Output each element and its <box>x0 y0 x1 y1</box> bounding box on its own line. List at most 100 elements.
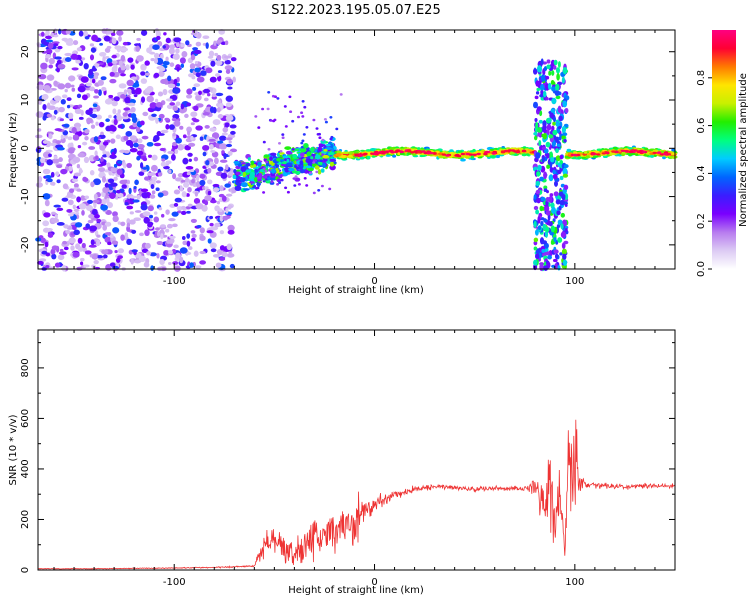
spectrogram-cell <box>61 265 67 272</box>
spectrogram-cell <box>61 197 69 202</box>
spectrogram-cell <box>48 64 54 69</box>
spectrogram-cell <box>302 165 307 170</box>
spectrogram-cell <box>572 156 577 160</box>
spectrogram-cell <box>78 167 83 175</box>
spectrogram-cell <box>564 228 568 232</box>
spectrogram-cell <box>130 76 138 80</box>
y-tick-label: 600 <box>20 409 31 428</box>
spectrogram-cell <box>90 113 98 119</box>
spectrogram-cell <box>328 152 332 156</box>
spectrogram-cell <box>123 135 129 141</box>
spectrogram-cell <box>83 156 90 164</box>
spectrogram-cell <box>627 147 633 150</box>
spectrogram-cell <box>135 126 141 133</box>
spectrogram-cell <box>225 207 229 214</box>
spectrogram-cell <box>118 60 123 67</box>
spectrogram-cell <box>385 154 391 157</box>
spectrogram-cell <box>329 116 333 119</box>
spectrogram-cell <box>284 125 288 128</box>
spectrogram-cell <box>572 153 577 157</box>
spectrogram-cell <box>219 230 225 235</box>
spectrogram-cell <box>555 95 561 100</box>
spectrogram-cell <box>112 215 119 223</box>
spectrogram-cell <box>147 205 154 212</box>
spectrogram-cell <box>489 155 494 158</box>
spectrogram-cell <box>469 150 475 153</box>
snr-frame <box>37 329 676 571</box>
spectrogram-cell <box>190 111 198 117</box>
spectrogram-cell <box>124 96 131 104</box>
spectrogram-cell <box>137 138 143 144</box>
spectrogram-cell <box>539 205 544 212</box>
spectrogram-cell <box>93 193 98 200</box>
spectrogram-cell <box>546 124 552 131</box>
spectrogram-cell <box>186 233 191 239</box>
spectrogram-cell <box>195 125 203 131</box>
spectrogram-cell <box>50 116 55 121</box>
spectrogram-cell <box>298 164 302 167</box>
spectrogram-cell <box>102 56 106 63</box>
spectrogram-cell <box>157 41 163 47</box>
spectrogram-cell <box>62 240 68 245</box>
spectrogram-cell <box>540 58 544 66</box>
spectrogram-cell <box>317 161 323 165</box>
spectrogram-cell <box>554 253 559 260</box>
spectrogram-cell <box>268 169 271 172</box>
spectrogram-cell <box>546 59 551 64</box>
spectrogram-cell <box>204 195 212 202</box>
spectrogram-cell <box>77 85 86 93</box>
spectrogram-cell <box>392 154 397 158</box>
spectrogram-cell <box>107 62 113 67</box>
spectrogram-cell <box>303 142 309 149</box>
spectrogram-cell <box>106 197 110 205</box>
spectrogram-cell <box>273 118 277 122</box>
spectrogram-cell <box>53 34 59 38</box>
spectrogram-cell <box>425 148 430 151</box>
snr-series-line <box>37 419 676 570</box>
spectrogram-cell <box>164 117 170 121</box>
spectrogram-cell <box>91 34 99 42</box>
spectrogram-cell <box>56 179 61 184</box>
spectrogram-cell <box>637 150 643 153</box>
spectrogram-cell <box>123 89 128 96</box>
spectrogram-cell <box>78 30 84 37</box>
spectrogram-cell <box>63 224 69 229</box>
spectrogram-cell <box>109 78 117 84</box>
spectrogram-cell <box>46 48 53 55</box>
spectrogram-cell <box>297 183 301 186</box>
spectrogram-cell <box>551 86 556 92</box>
spectrogram-cell <box>163 165 170 170</box>
spectrogram-cell <box>126 238 132 246</box>
spectrogram-cell <box>202 144 210 151</box>
spectrogram-cell <box>317 169 322 175</box>
spectrogram-cell <box>129 147 138 153</box>
spectrogram-cell <box>662 156 666 160</box>
spectrogram-cell <box>540 89 544 96</box>
spectrogram-cell <box>160 233 164 240</box>
spectrogram-cell <box>131 229 137 234</box>
spectrogram-cell <box>171 211 179 217</box>
spectrogram-cell <box>318 136 322 139</box>
spectrogram-cell <box>601 152 607 155</box>
spectrogram-cell <box>76 188 82 192</box>
spectrogram-cell <box>188 246 193 251</box>
spectrogram-cell <box>212 183 220 188</box>
spectrogram-cell <box>175 252 181 259</box>
spectrogram-cell <box>136 150 144 156</box>
spectrogram-cell <box>55 171 60 177</box>
spectrogram-cell <box>305 126 309 129</box>
spectrogram-cell <box>108 114 112 119</box>
spectrogram-cell <box>217 166 224 172</box>
spectrogram-cell <box>213 40 217 46</box>
spectrogram-cell <box>204 200 209 206</box>
spectrogram-cell <box>543 252 548 256</box>
spectrogram-cell <box>653 154 657 158</box>
spectrogram-cell <box>206 230 214 234</box>
spectrogram-y-label: Frequency (Hz) <box>8 112 19 188</box>
spectrogram-cell <box>240 166 247 172</box>
spectrogram-cell <box>155 187 160 192</box>
spectrogram-cell <box>153 72 160 78</box>
spectrogram-cell <box>381 150 386 154</box>
colorbar-tick-label: 0.8 <box>696 70 707 86</box>
